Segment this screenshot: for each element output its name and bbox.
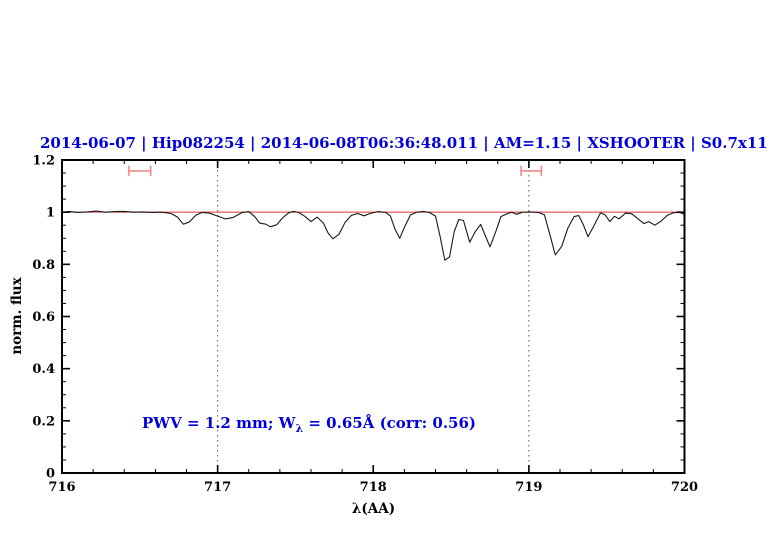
x-axis-label: λ(AA)	[351, 501, 396, 517]
y-tick-label: 0.4	[32, 362, 55, 377]
y-tick-label: 1.2	[32, 154, 55, 169]
x-tick-label: 717	[204, 480, 231, 495]
x-tick-label: 719	[515, 480, 542, 495]
pwv-annotation-prefix: PWV = 1.2 mm; W	[142, 414, 296, 432]
y-tick-label: 0.2	[32, 414, 55, 429]
x-tick-label: 718	[360, 480, 387, 495]
x-tick-label: 720	[671, 480, 698, 495]
y-axis-label: norm. flux	[9, 277, 25, 355]
y-tick-label: 0.6	[32, 310, 55, 325]
pwv-annotation-lambda-subscript: λ	[295, 422, 304, 435]
spectrum-line	[61, 210, 685, 261]
plot-title: 2014-06-07 | Hip082254 | 2014-06-08T06:3…	[40, 134, 768, 152]
pwv-annotation: PWV = 1.2 mm; Wλ = 0.65Å (corr: 0.56)	[142, 414, 476, 435]
x-tick-label: 716	[48, 480, 75, 495]
y-tick-label: 0	[46, 467, 55, 482]
pwv-annotation-suffix: = 0.65Å (corr: 0.56)	[303, 414, 477, 432]
y-tick-label: 1	[46, 206, 55, 221]
y-tick-label: 0.8	[32, 258, 55, 273]
